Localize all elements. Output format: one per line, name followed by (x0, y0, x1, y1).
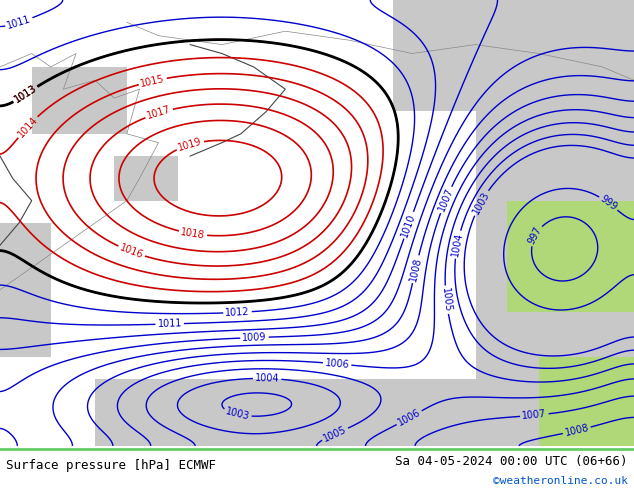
Text: 1017: 1017 (146, 104, 172, 122)
Text: 1007: 1007 (436, 187, 455, 213)
Text: 1014: 1014 (16, 115, 39, 139)
Text: 1018: 1018 (180, 227, 206, 241)
Text: 1003: 1003 (470, 190, 491, 216)
Polygon shape (393, 0, 634, 112)
Text: 1006: 1006 (396, 408, 422, 428)
Text: Sa 04-05-2024 00:00 UTC (06+66): Sa 04-05-2024 00:00 UTC (06+66) (395, 455, 628, 468)
Polygon shape (476, 112, 634, 446)
Text: 1013: 1013 (13, 83, 39, 105)
Text: 1003: 1003 (224, 407, 250, 422)
Text: 1019: 1019 (177, 136, 203, 153)
Text: 1012: 1012 (225, 307, 250, 318)
Text: 1005: 1005 (440, 287, 453, 313)
Text: 1004: 1004 (255, 373, 280, 384)
Text: 1015: 1015 (139, 74, 165, 89)
Text: 997: 997 (527, 225, 544, 246)
Text: 1005: 1005 (321, 424, 348, 443)
Polygon shape (114, 156, 178, 201)
Polygon shape (507, 201, 634, 312)
Text: 1006: 1006 (325, 358, 350, 370)
Text: ©weatheronline.co.uk: ©weatheronline.co.uk (493, 476, 628, 486)
Text: 1009: 1009 (242, 332, 267, 343)
Text: 1011: 1011 (6, 14, 32, 31)
Text: 1008: 1008 (408, 256, 424, 282)
Polygon shape (32, 67, 127, 134)
Polygon shape (95, 379, 476, 446)
Text: 1016: 1016 (118, 243, 145, 261)
Polygon shape (0, 223, 51, 357)
Text: 1007: 1007 (522, 409, 547, 421)
Polygon shape (539, 357, 634, 446)
Text: Surface pressure [hPa] ECMWF: Surface pressure [hPa] ECMWF (6, 459, 216, 472)
Text: 1013: 1013 (13, 83, 39, 105)
Text: 1004: 1004 (450, 232, 465, 258)
Text: 999: 999 (598, 194, 619, 213)
Text: 1010: 1010 (400, 212, 418, 239)
Text: 1008: 1008 (564, 423, 590, 438)
Text: 1011: 1011 (157, 318, 182, 329)
